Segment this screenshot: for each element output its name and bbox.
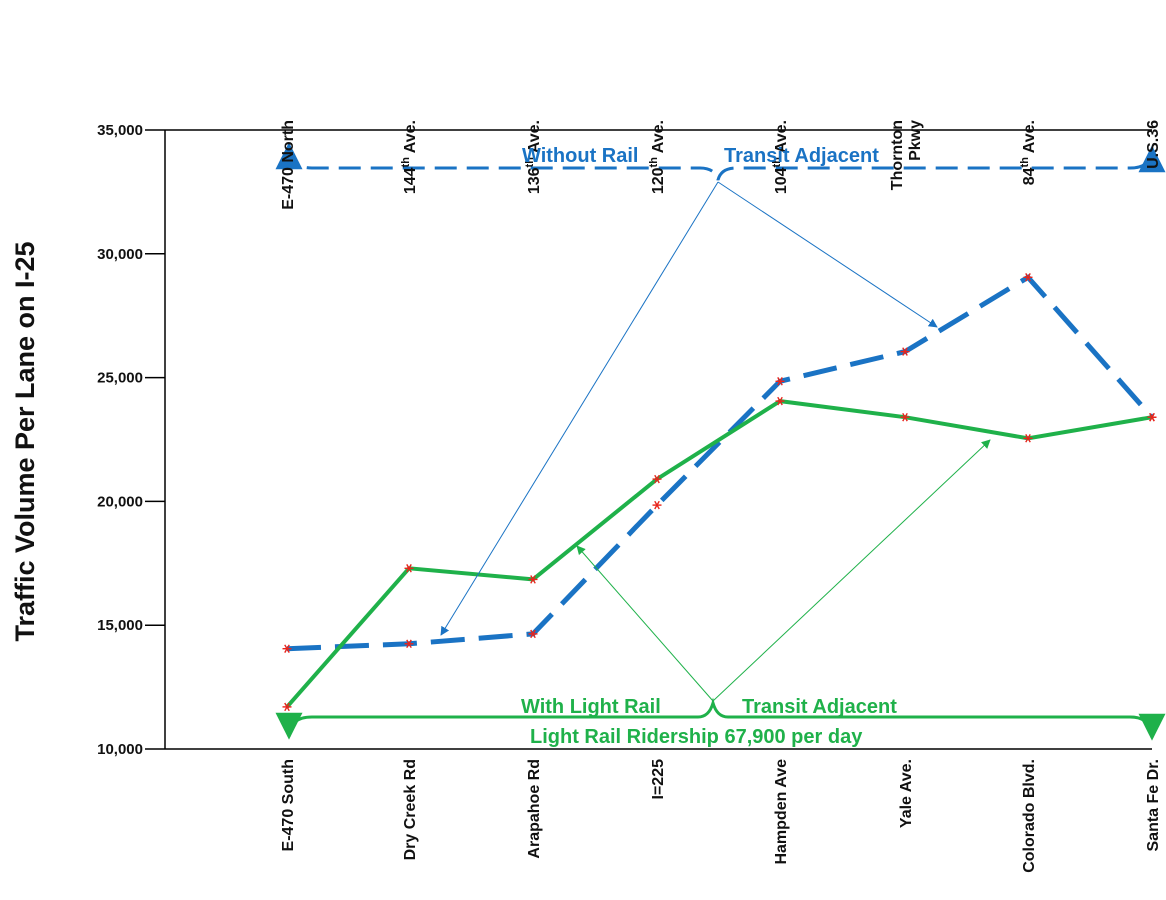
y-tick-label: 35,000 (97, 122, 143, 139)
y-tick-label: 15,000 (97, 617, 143, 634)
marker-stroke (406, 564, 412, 573)
marker-with-rail (528, 575, 538, 584)
top-category-superscript: th (771, 157, 783, 168)
pointer-without-left (440, 181, 719, 636)
top-category-label: 84th Ave. (1019, 120, 1038, 185)
marker-with-rail (404, 564, 414, 573)
y-axis-label: Traffic Volume Per Lane on I-25 (10, 241, 40, 641)
top-category-text: 84 (1021, 167, 1038, 185)
bottom-category-label: Colorado Blvd. (1021, 759, 1038, 873)
bottom-category-label: Dry Creek Rd (402, 759, 419, 860)
top-category-text: 144 (402, 167, 419, 194)
marker-stroke (284, 644, 290, 653)
with-rail-bracket (275, 697, 1166, 741)
marker-without-rail (404, 639, 414, 649)
marker-stroke (284, 702, 290, 712)
top-category-superscript: th (524, 157, 536, 168)
marker-stroke (530, 575, 536, 584)
top-category-text: 104 (773, 167, 790, 194)
marker-with-rail (282, 702, 292, 712)
y-tick-label: 25,000 (97, 370, 143, 387)
marker-with-rail (652, 474, 662, 484)
marker-stroke (1025, 434, 1031, 443)
top-category-label: 144th Ave. (400, 120, 419, 194)
top-category-text: E-470 North (280, 120, 297, 210)
marker-without-rail (282, 644, 292, 653)
top-category-label: Thornton (889, 120, 906, 190)
marker-with-rail (775, 396, 785, 406)
top-category-label: 136th Ave. (524, 120, 543, 194)
bottom-category-label: E-470 South (280, 759, 297, 851)
top-category-text: Thornton (889, 120, 906, 190)
top-category-text: 136 (526, 167, 543, 194)
top-category-tail: Ave. (650, 120, 667, 157)
marker-without-rail (900, 347, 910, 356)
top-category-label: 120th Ave. (648, 120, 667, 194)
series-line-without-rail (286, 274, 1154, 652)
top-category-superscript: th (648, 157, 660, 168)
marker-stroke (406, 639, 412, 649)
pointer-without-right (717, 181, 938, 328)
y-tick-label: 30,000 (97, 246, 143, 263)
bottom-category-label: Yale Ave. (898, 759, 915, 828)
top-category-tail: Ave. (402, 120, 419, 157)
bottom-category-label: I=225 (650, 759, 667, 800)
annotation-ridership: Light Rail Ridership 67,900 per day (530, 726, 863, 748)
top-category-superscript: th (1019, 157, 1031, 168)
marker-stroke (777, 377, 783, 386)
marker-without-rail (1023, 273, 1033, 282)
top-category-text: 120 (650, 167, 667, 194)
y-tick-label: 10,000 (97, 741, 143, 758)
marker-without-rail (652, 500, 662, 510)
top-category-label: Pkwy (907, 120, 924, 161)
pointer-with-right (712, 439, 991, 702)
marker-stroke (654, 474, 660, 484)
top-category-label: E-470 North (280, 120, 297, 210)
marker-with-rail (1147, 412, 1157, 422)
top-category-tail: Ave. (773, 120, 790, 157)
top-category-tail: Ave. (526, 120, 543, 157)
marker-stroke (902, 347, 908, 356)
pointer-with-left (576, 545, 714, 702)
marker-stroke (1149, 412, 1155, 422)
top-category-tail: Ave. (1021, 120, 1038, 157)
marker-stroke (1025, 273, 1031, 282)
annotation-with-rail-1: With Light Rail (521, 696, 661, 718)
bottom-category-label: Santa Fe Dr. (1145, 759, 1162, 851)
bottom-category-label: Arapahoe Rd (526, 759, 543, 859)
marker-with-rail (900, 412, 910, 422)
series-line-with-rail (285, 399, 1153, 709)
marker-stroke (654, 500, 660, 510)
marker-stroke (777, 396, 783, 406)
top-category-superscript: th (400, 157, 412, 168)
annotation-without-rail-1: Without Rail (522, 145, 638, 167)
marker-with-rail (1023, 434, 1033, 443)
marker-stroke (902, 412, 908, 422)
marker-without-rail (528, 629, 538, 639)
annotation-without-rail-2: Transit Adjacent (724, 145, 879, 167)
marker-stroke (530, 629, 536, 639)
top-category-label: 104th Ave. (771, 120, 790, 194)
annotation-with-rail-2: Transit Adjacent (742, 696, 897, 718)
without-rail-bracket (275, 142, 1166, 181)
y-tick-label: 20,000 (97, 493, 143, 510)
top-category-label: U.S.36 (1145, 120, 1162, 169)
top-category-text: Pkwy (907, 120, 924, 161)
top-category-text: U.S.36 (1145, 120, 1162, 169)
marker-without-rail (775, 377, 785, 386)
bottom-category-label: Hampden Ave (773, 759, 790, 865)
